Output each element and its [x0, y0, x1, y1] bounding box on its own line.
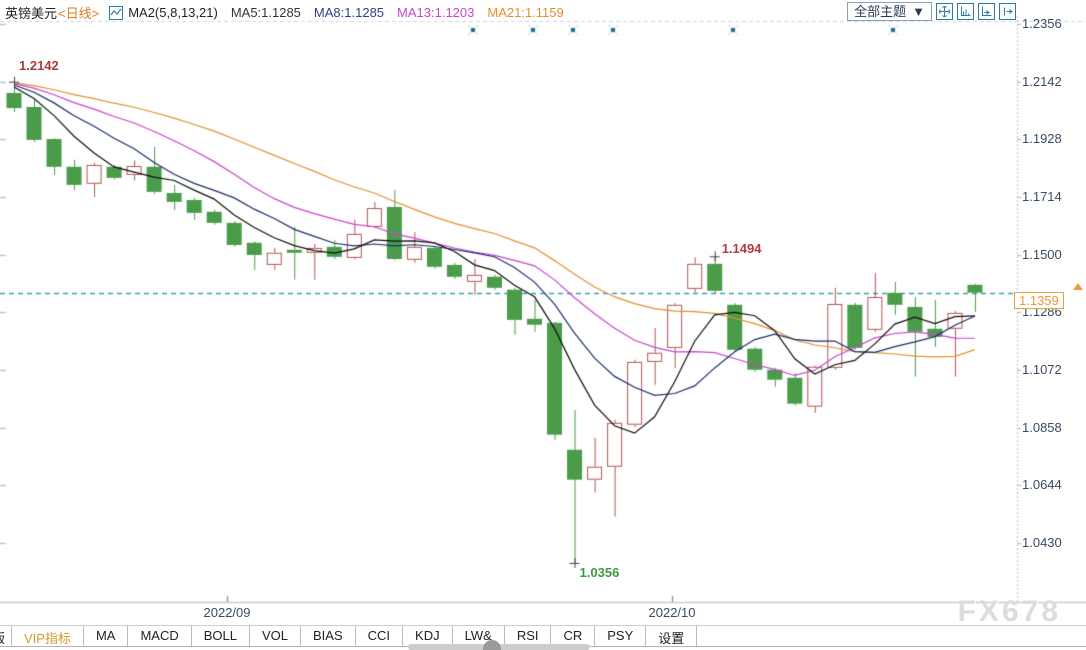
indicator-tab-psy[interactable]: PSY: [595, 626, 647, 646]
y-axis-label: 1.1072: [1022, 362, 1062, 377]
theme-dropdown-label: 全部主题: [854, 3, 907, 19]
indicator-tab-cci[interactable]: CCI: [356, 626, 404, 646]
chart-icon: [109, 5, 124, 20]
indicator-tab-设置[interactable]: 设置: [646, 626, 698, 646]
current-price-badge: 1.1359: [1014, 291, 1064, 309]
zoom-play-icon[interactable]: [978, 3, 995, 20]
chart-toolbar: 全部主题 ▼: [847, 2, 1016, 21]
ma-readout-ma13: MA13:1.1203: [397, 5, 475, 20]
chevron-down-icon: ▼: [912, 3, 925, 19]
ma-readout-ma21: MA21:1.1159: [487, 5, 564, 20]
indicator-tab-partial[interactable]: 版: [0, 626, 12, 646]
y-axis-label: 1.2142: [1022, 73, 1062, 89]
y-axis-label: 1.0644: [1022, 477, 1062, 493]
price-annotation: 1.1494: [721, 241, 762, 257]
price-up-arrow-icon: [1073, 282, 1083, 290]
indicator-tab-lw&[interactable]: LW&: [453, 626, 505, 646]
y-axis-label: 1.1714: [1022, 189, 1062, 204]
indicator-tab-vip指标[interactable]: VIP指标: [12, 626, 84, 646]
indicator-tab-ma[interactable]: MA: [84, 626, 129, 646]
x-axis-label: 2022/09: [203, 605, 251, 620]
pan-icon[interactable]: [936, 3, 953, 20]
scrollbar-drag-handle[interactable]: [483, 640, 501, 650]
ma-readout-ma5: MA5:1.1285: [230, 5, 301, 20]
chart-header: 英镑美元 <日线> MA2(5,8,13,21) MA5:1.1285 MA8:1.…: [5, 3, 577, 22]
indicator-tab-bias[interactable]: BIAS: [301, 626, 356, 646]
y-axis-label: 1.1928: [1022, 131, 1062, 147]
zoom-horizontal-icon[interactable]: [957, 3, 974, 20]
price-annotation: 1.2142: [19, 57, 59, 73]
indicator-tab-rsi[interactable]: RSI: [505, 626, 552, 646]
x-axis-label: 2022/10: [648, 605, 696, 620]
indicator-tab-kdj[interactable]: KDJ: [403, 626, 453, 646]
indicator-tab-cr[interactable]: CR: [551, 626, 596, 646]
theme-dropdown[interactable]: 全部主题 ▼: [847, 2, 932, 21]
indicator-tab-vol[interactable]: VOL: [250, 626, 302, 646]
ma-readouts: MA2(5,8,13,21) MA5:1.1285 MA8:1.1285 MA13:1…: [128, 5, 577, 20]
y-axis-label: 1.2356: [1022, 16, 1062, 31]
symbol-name: 英镑美元: [5, 6, 58, 21]
y-axis-label: 1.0430: [1022, 535, 1062, 550]
indicator-tab-boll[interactable]: BOLL: [192, 626, 250, 646]
ma-readout-ma8: MA8:1.1285: [313, 5, 385, 20]
ma-readout-ma-group: MA2(5,8,13,21): [128, 5, 218, 20]
timeframe-label[interactable]: <日线>: [58, 6, 100, 21]
y-axis-label: 1.0858: [1022, 419, 1062, 435]
price-annotation: 1.0356: [579, 564, 620, 580]
y-axis-label: 1.1500: [1022, 246, 1062, 262]
jump-latest-icon[interactable]: [999, 3, 1016, 20]
indicator-tab-macd[interactable]: MACD: [128, 626, 192, 646]
brand-watermark: FX678: [957, 595, 1061, 628]
